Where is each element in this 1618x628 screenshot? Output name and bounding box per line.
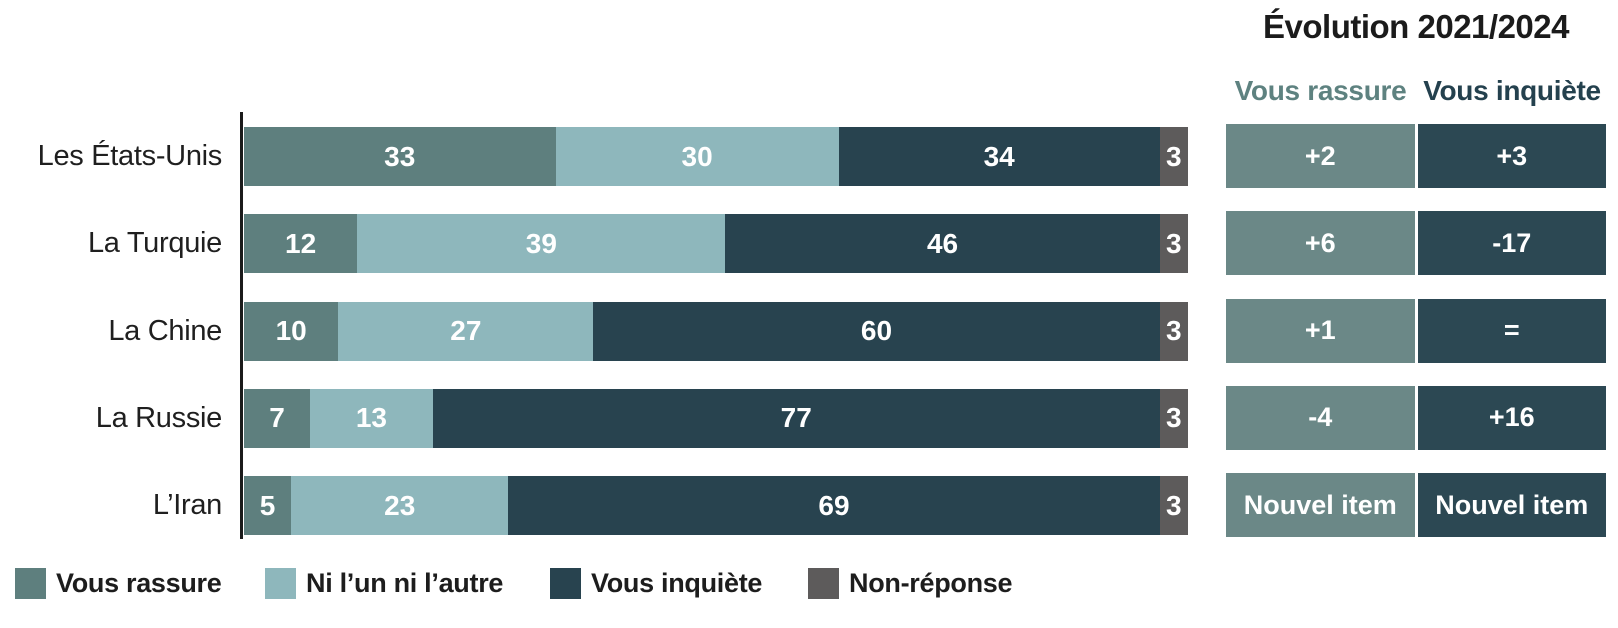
bar-segment: 7 xyxy=(244,388,311,448)
bar-value-label: 33 xyxy=(384,140,416,172)
bar-segment: 3 xyxy=(1159,301,1188,361)
bar-value-label: 5 xyxy=(259,489,276,521)
bar-segment: 60 xyxy=(593,301,1160,361)
bar-value-label: 46 xyxy=(926,227,959,259)
bar-value-label: 39 xyxy=(525,227,557,259)
legend-label: Non-réponse xyxy=(849,567,1013,598)
bar-value-label: 12 xyxy=(285,227,317,259)
legend-item: Ni l’un ni l’autre xyxy=(265,567,503,599)
category-label: Les États-Unis xyxy=(37,140,223,172)
stacked-bar: 5 23 69 3 xyxy=(244,476,1188,535)
category-label: La Turquie xyxy=(87,227,222,260)
bar-row: La Chine 10 27 60 3 xyxy=(0,301,1188,361)
bar-row: La Russie 7 13 77 3 xyxy=(0,388,1188,448)
bar-segment: 34 xyxy=(838,127,1160,186)
bar-row: L’Iran 5 23 69 3 xyxy=(0,476,1188,535)
bar-value-label: 3 xyxy=(1166,140,1182,172)
legend-item: Non-réponse xyxy=(808,567,1013,599)
legend-swatch xyxy=(550,567,581,599)
legend-label: Vous rassure xyxy=(56,567,222,598)
bar-segment: 3 xyxy=(1159,476,1188,535)
legend-label: Vous inquiète xyxy=(591,567,763,598)
evolution-cell-rassure: -4 xyxy=(1226,385,1415,450)
bar-segment: 3 xyxy=(1159,214,1188,274)
evolution-row: Nouvel item Nouvel item xyxy=(1226,473,1606,537)
bar-value-label: 3 xyxy=(1166,227,1182,259)
category-label: La Chine xyxy=(108,314,222,347)
bar-segment: 13 xyxy=(310,388,433,448)
stacked-bar: 12 39 46 3 xyxy=(244,214,1188,274)
bar-segment: 46 xyxy=(725,214,1160,274)
legend-swatch xyxy=(808,567,839,599)
bar-segment: 3 xyxy=(1159,127,1188,186)
legend-label: Ni l’un ni l’autre xyxy=(306,567,504,598)
bar-value-label: 3 xyxy=(1166,402,1182,434)
bar-segment: 33 xyxy=(244,127,556,186)
bar-segment: 5 xyxy=(244,476,292,535)
y-axis-line xyxy=(240,112,243,539)
bar-value-label: 13 xyxy=(355,402,388,434)
bar-value-label: 3 xyxy=(1166,489,1182,521)
bar-segment: 3 xyxy=(1159,388,1188,448)
category-label: La Russie xyxy=(95,401,223,434)
bar-value-label: 27 xyxy=(450,315,482,346)
legend-swatch xyxy=(265,567,296,599)
legend-item: Vous rassure xyxy=(15,567,222,599)
bar-segment: 12 xyxy=(244,214,358,274)
bar-value-label: 7 xyxy=(269,402,285,434)
evolution-cell-rassure: Nouvel item xyxy=(1226,473,1415,537)
stacked-bar: 10 27 60 3 xyxy=(244,301,1188,361)
evolution-column-header-inquiete: Vous inquiète xyxy=(1423,75,1601,106)
evolution-cell-inquiete: = xyxy=(1417,298,1606,363)
evolution-cell-rassure: +2 xyxy=(1226,124,1415,188)
category-label: L’Iran xyxy=(152,489,222,521)
bar-segment: 77 xyxy=(432,388,1160,448)
evolution-cell-rassure: +6 xyxy=(1226,211,1415,276)
bar-segment: 69 xyxy=(508,476,1160,535)
bar-value-label: 3 xyxy=(1166,315,1182,346)
bar-value-label: 77 xyxy=(780,402,812,434)
bar-value-label: 60 xyxy=(860,315,893,346)
chart-legend: Vous rassure Ni l’un ni l’autre Vous inqui… xyxy=(0,567,1618,601)
bar-value-label: 34 xyxy=(983,140,1015,172)
evolution-cell-rassure: +1 xyxy=(1226,298,1415,363)
evolution-cell-inquiete: Nouvel item xyxy=(1417,473,1606,537)
evolution-row: +1 = xyxy=(1226,298,1606,363)
legend-item: Vous inquiète xyxy=(550,567,762,599)
bar-value-label: 69 xyxy=(818,489,850,521)
evolution-row: +2 +3 xyxy=(1226,124,1606,188)
stacked-bar: 33 30 34 3 xyxy=(244,127,1188,186)
evolution-title: Évolution 2021/2024 xyxy=(1263,8,1569,45)
bar-value-label: 10 xyxy=(275,315,307,346)
bar-segment: 30 xyxy=(555,127,839,186)
evolution-row: -4 +16 xyxy=(1226,385,1606,450)
bar-segment: 27 xyxy=(338,301,594,361)
evolution-row: +6 -17 xyxy=(1226,211,1606,276)
bar-row: La Turquie 12 39 46 3 xyxy=(0,214,1188,274)
bar-segment: 10 xyxy=(244,301,339,361)
evolution-cell-inquiete: -17 xyxy=(1417,211,1606,276)
legend-swatch xyxy=(15,567,46,599)
bar-row: Les États-Unis 33 30 34 3 xyxy=(0,127,1188,186)
bar-value-label: 23 xyxy=(384,489,416,521)
stacked-bar: 7 13 77 3 xyxy=(244,388,1188,448)
evolution-cell-inquiete: +16 xyxy=(1417,385,1606,450)
evolution-column-header-rassure: Vous rassure xyxy=(1234,75,1407,106)
bar-segment: 23 xyxy=(291,476,509,535)
bar-segment: 39 xyxy=(357,214,726,274)
evolution-cell-inquiete: +3 xyxy=(1417,124,1606,188)
bar-value-label: 30 xyxy=(681,140,713,172)
